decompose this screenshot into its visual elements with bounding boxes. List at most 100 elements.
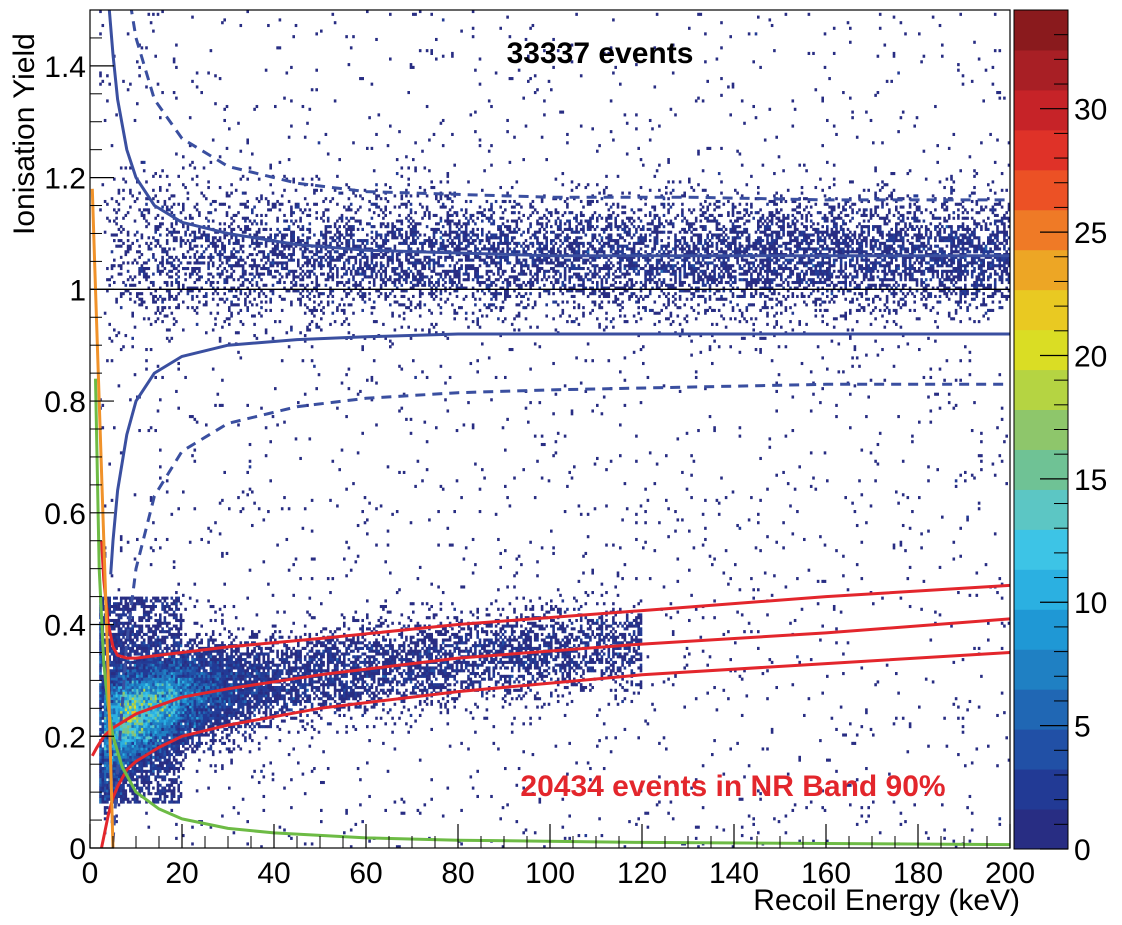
histogram-cell [881,233,884,237]
histogram-cell [147,266,151,271]
histogram-cell [372,253,376,257]
histogram-cell [536,222,539,226]
histogram-cell [481,219,484,223]
histogram-cell [115,297,118,301]
histogram-cell [1005,241,1008,245]
histogram-cell [556,264,560,268]
histogram-cell [159,261,162,265]
histogram-cell [297,297,300,301]
histogram-cell [310,320,314,324]
histogram-cell [796,250,799,254]
histogram-cell [407,225,410,229]
histogram-cell [405,289,408,293]
histogram-cell [1007,272,1010,276]
histogram-cell [352,275,355,279]
histogram-cell [865,264,868,268]
histogram-cell [1000,292,1004,296]
histogram-cell [805,322,808,326]
histogram-cell [218,185,222,190]
histogram-cell [830,280,834,285]
histogram-cell [487,219,491,223]
histogram-cell [711,280,714,285]
histogram-cell [865,241,868,245]
histogram-cell [761,216,765,220]
histogram-cell [630,266,634,271]
histogram-cell [478,280,482,285]
histogram-cell [911,227,914,231]
histogram-cell [642,225,645,229]
histogram-cell [237,331,240,335]
histogram-cell [504,278,507,282]
histogram-cell [280,297,284,301]
histogram-cell [165,336,169,340]
histogram-cell [692,264,696,268]
histogram-cell [780,244,783,248]
histogram-cell [218,202,222,206]
histogram-cell [336,255,339,259]
histogram-cell [869,216,873,220]
histogram-cell [837,216,841,220]
histogram-cell [543,213,546,217]
histogram-cell [554,278,558,282]
histogram-cell [984,250,988,254]
histogram-cell [892,308,896,312]
histogram-cell [957,213,960,217]
histogram-cell [708,219,712,223]
histogram-cell [697,303,700,307]
histogram-cell [895,311,898,315]
histogram-cell [430,247,433,251]
histogram-cell [241,244,245,248]
histogram-cell [600,247,604,251]
histogram-cell [186,239,190,243]
histogram-cell [989,264,992,268]
histogram-cell [823,261,827,265]
histogram-cell [239,244,243,248]
histogram-cell [481,314,484,318]
histogram-cell [294,275,298,279]
histogram-cell [308,322,312,326]
histogram-cell [775,255,778,259]
histogram-cell [952,211,956,215]
histogram-cell [230,222,233,226]
histogram-cell [704,308,707,312]
histogram-cell [777,272,781,276]
histogram-cell [667,180,670,184]
histogram-cell [860,225,864,229]
histogram-cell [285,275,289,279]
histogram-cell [361,286,364,290]
histogram-cell [609,247,613,251]
histogram-cell [973,191,976,195]
histogram-cell [950,255,953,259]
histogram-cell [713,233,716,237]
histogram-cell [890,255,893,259]
histogram-cell [918,208,921,212]
histogram-cell [559,219,562,223]
histogram-cell [727,269,730,273]
histogram-cell [563,222,567,226]
histogram-cell [823,300,827,304]
histogram-cell [379,278,383,282]
histogram-cell [156,269,160,273]
histogram-cell [936,311,939,315]
histogram-cell [665,317,668,321]
histogram-cell [713,308,716,312]
histogram-cell [223,292,226,296]
histogram-cell [409,202,413,206]
histogram-cell [885,300,889,304]
histogram-cell [807,244,811,248]
histogram-cell [869,261,873,265]
histogram-cell [720,180,723,184]
histogram-cell [862,278,866,282]
histogram-cell [812,269,815,273]
histogram-cell [368,275,371,279]
histogram-cell [221,253,224,257]
histogram-cell [113,219,116,223]
histogram-cell [338,225,341,229]
histogram-cell [506,258,509,262]
histogram-cell [704,247,707,251]
histogram-cell [881,258,884,262]
histogram-cell [642,297,645,301]
histogram-cell [264,300,268,304]
histogram-cell [961,211,965,215]
histogram-cell [386,264,390,268]
